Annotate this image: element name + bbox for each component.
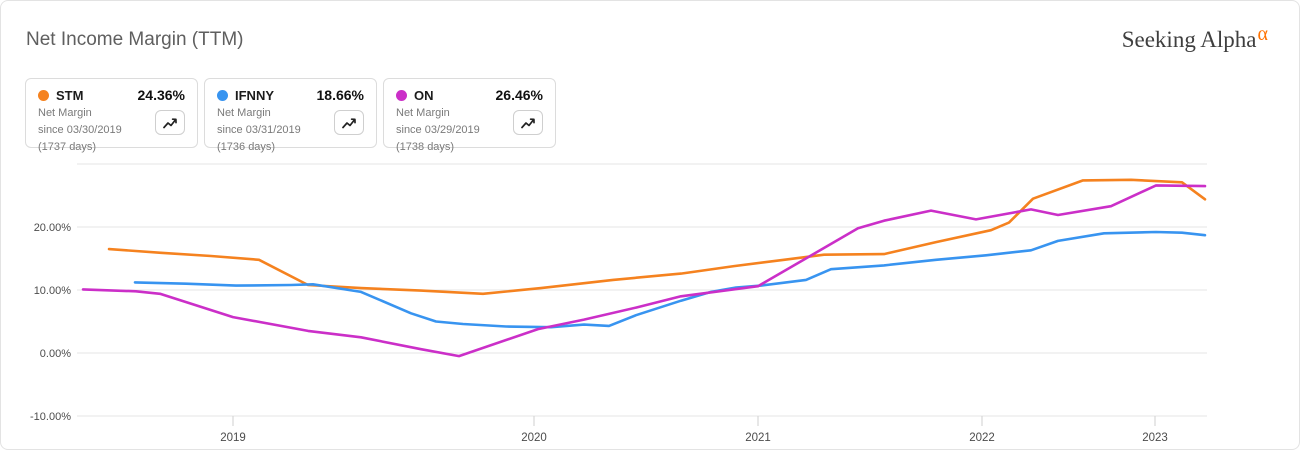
x-axis-label: 2021: [745, 432, 771, 444]
x-axis-label: 2022: [969, 432, 995, 444]
y-axis-label: -10.00%: [30, 411, 71, 423]
on-trend-chart-button[interactable]: [513, 110, 543, 135]
seeking-alpha-logo-text: Seeking Alpha: [1121, 27, 1257, 52]
on-metric-label: Net Margin: [396, 107, 450, 119]
series-line-stm[interactable]: [107, 178, 1207, 296]
stm-since-date: since 03/30/2019: [38, 124, 122, 136]
ifnny-ticker: IFNNY: [235, 87, 274, 103]
on-color-dot-icon: [396, 89, 407, 101]
legend-card-on[interactable]: ON 26.46% Net Margin since 03/29/2019 (1…: [383, 78, 556, 153]
ifnny-days-count: (1736 days): [217, 141, 276, 153]
seeking-alpha-logo: Seeking Alphaα: [1121, 24, 1268, 53]
stm-color-dot-icon: [38, 89, 49, 101]
stm-ticker: STM: [56, 87, 84, 103]
ifnny-trend-chart-button[interactable]: [334, 110, 364, 135]
trend-chart-icon: [163, 117, 177, 128]
legend-card-stm[interactable]: STM 24.36% Net Margin since 03/30/2019 (…: [25, 78, 198, 153]
y-axis-label: 10.00%: [34, 285, 72, 297]
legend-cards-row: STM 24.36% Net Margin since 03/30/2019 (…: [25, 78, 556, 153]
x-axis-label: 2023: [1142, 432, 1168, 444]
ifnny-color-dot-icon: [217, 89, 228, 101]
x-axis-label: 2019: [220, 432, 246, 444]
y-axis-label: 20.00%: [34, 222, 72, 234]
on-ticker: ON: [414, 87, 434, 103]
stm-trend-chart-button[interactable]: [155, 110, 185, 135]
stm-days-count: (1737 days): [38, 141, 97, 153]
ifnny-current-value: 18.66%: [316, 87, 364, 103]
y-axis-label: 0.00%: [40, 348, 71, 360]
trend-chart-icon: [521, 117, 535, 128]
on-since-date: since 03/29/2019: [396, 124, 480, 136]
series-line-ifnny[interactable]: [133, 230, 1207, 329]
alpha-glyph: α: [1257, 23, 1268, 46]
legend-card-ifnny[interactable]: IFNNY 18.66% Net Margin since 03/31/2019…: [204, 78, 377, 153]
stm-metric-label: Net Margin: [38, 107, 92, 119]
x-axis-label: 2020: [521, 432, 547, 444]
stm-current-value: 24.36%: [137, 87, 185, 103]
on-current-value: 26.46%: [495, 87, 543, 103]
ifnny-metric-label: Net Margin: [217, 107, 271, 119]
series-line-on[interactable]: [81, 184, 1207, 358]
chart-canvas[interactable]: 20.00% 10.00% 0.00% -10.00% 2019 2020 2021 2022…: [1, 151, 1300, 450]
trend-chart-icon: [342, 117, 356, 128]
ifnny-since-date: since 03/31/2019: [217, 124, 301, 136]
on-days-count: (1738 days): [396, 141, 455, 153]
margin-line-chart[interactable]: 20.00% 10.00% 0.00% -10.00% 2019 2020 2021 2022…: [1, 151, 1300, 450]
page-title: Net Income Margin (TTM): [26, 29, 244, 50]
